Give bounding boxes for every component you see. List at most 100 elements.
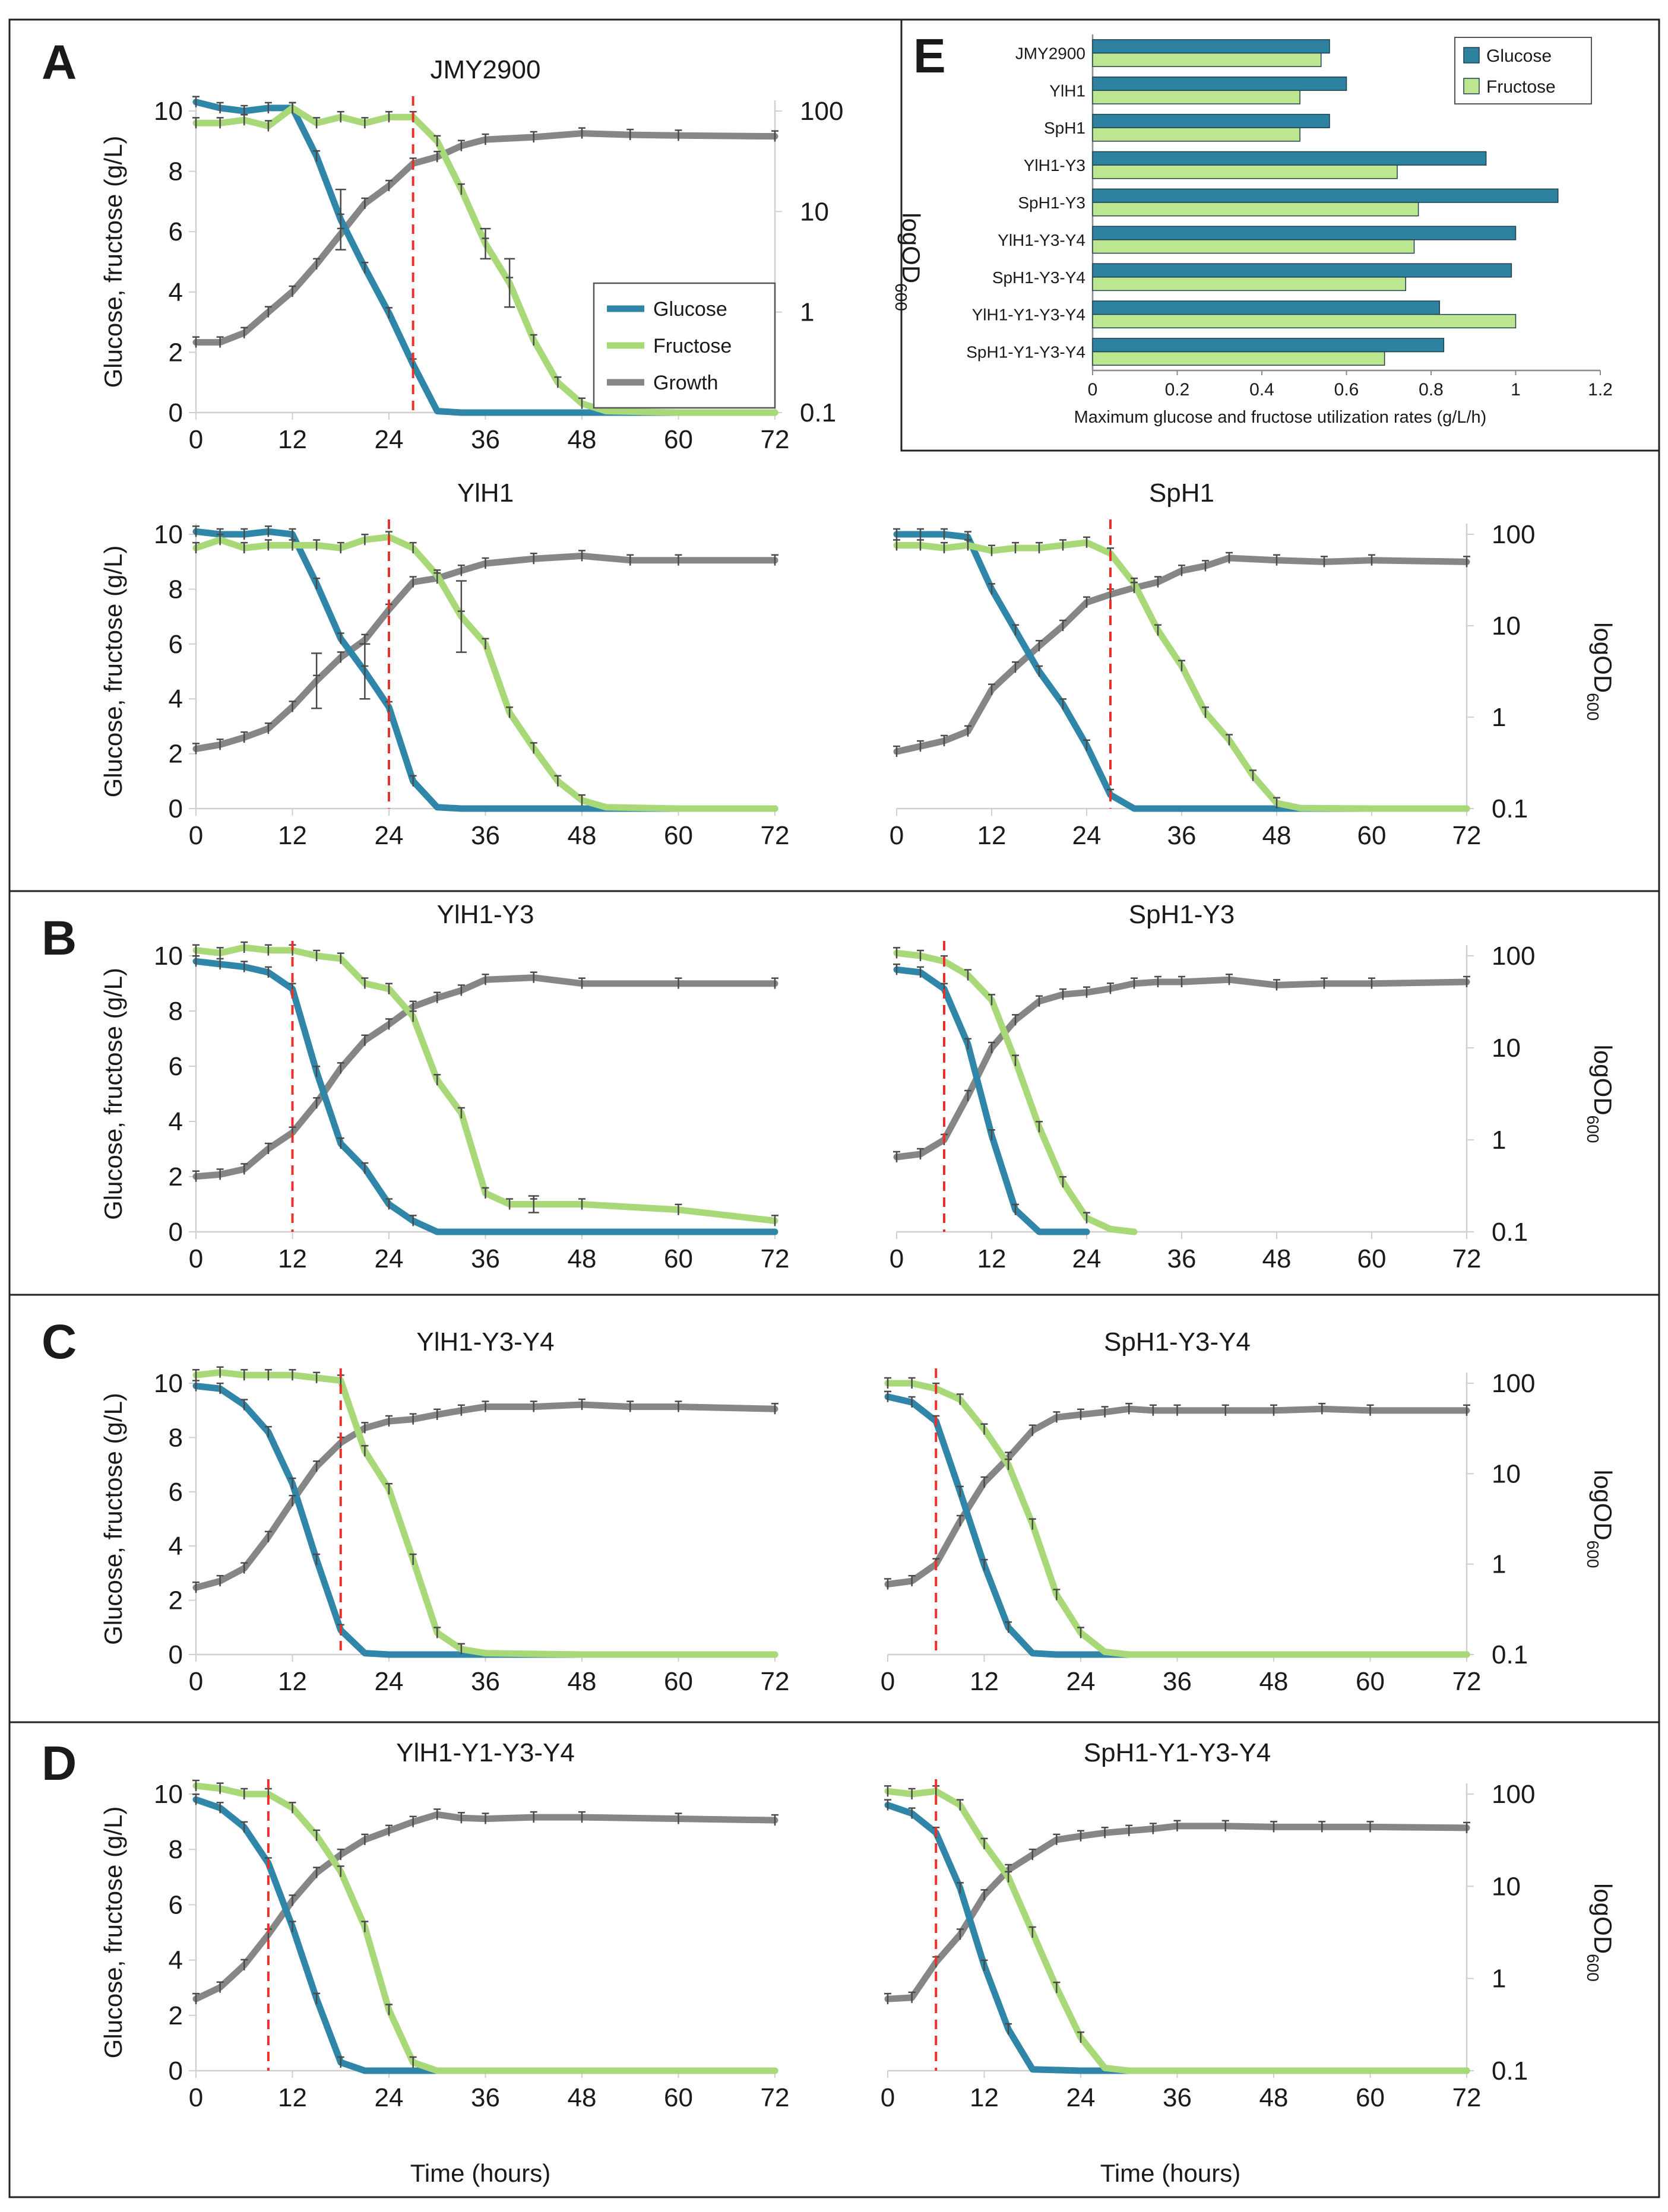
legend-glucose-label: Glucose — [653, 298, 727, 321]
sph1-y1-y3-y4-series-growth — [884, 1823, 1470, 2002]
sph1-y1-y3-y4-y-axis-right-title-main: logOD — [1589, 1883, 1617, 1954]
sph1-y3-y4-y-axis-right-title-main: logOD — [1589, 1470, 1617, 1541]
ylh1-series-fructose — [192, 534, 778, 812]
ylh1-y1-y3-y4-x-tick-label-12: 12 — [278, 2083, 307, 2112]
panel-letter-d: D — [42, 1736, 77, 1790]
ylh1-y3-y-tick-label-6: 6 — [169, 1052, 183, 1081]
sph1-y3-title: SpH1-Y3 — [1129, 900, 1235, 929]
jmy2900-y-tick-label-2: 2 — [169, 338, 183, 367]
ylh1-x-tick-label-0: 0 — [189, 821, 203, 850]
ylh1-y3-y4-y-tick-label-0: 0 — [169, 1640, 183, 1669]
jmy2900-y-tick-label-4: 4 — [169, 278, 183, 307]
sph1-y3-y4-y-axis-right-title: logOD600 — [1584, 1470, 1617, 1568]
legend-fructose-label: Fructose — [653, 335, 732, 357]
bar-fructose-jmy2900 — [1092, 52, 1322, 67]
ylh1-y1-y3-y4-x-tick-label-72: 72 — [761, 2083, 790, 2112]
ylh1-y1-y3-y4-y-tick-label-2: 2 — [169, 2001, 183, 2030]
jmy2900-series-fructose — [192, 104, 778, 416]
ylh1-y3-y4-y-tick-label-4: 4 — [169, 1532, 183, 1561]
sph1-series-fructose — [893, 539, 1470, 812]
sph1-y3-y4-y-right-tick-label-10: 10 — [1492, 1459, 1521, 1488]
ylh1-y-tick-label-2: 2 — [169, 740, 183, 769]
sph1-y1-y3-y4-y-right-tick-label-10: 10 — [1492, 1872, 1521, 1901]
ylh1-y3-y4-x-tick-label-0: 0 — [189, 1667, 203, 1696]
sph1-y1-y3-y4-x-tick-label-72: 72 — [1452, 2083, 1482, 2112]
bar-category-ylh1-y1-y3-y4: YlH1-Y1-Y3-Y4 — [972, 306, 1085, 324]
bar-glucose-sph1-y1-y3-y4 — [1092, 338, 1445, 353]
sph1-y3-y4-y-right-tick-label-0-1: 0.1 — [1492, 1640, 1528, 1669]
ylh1-y3-y4-x-tick-label-36: 36 — [471, 1667, 500, 1696]
jmy2900-y-tick-label-0: 0 — [169, 398, 183, 427]
ylh1-y1-y3-y4-y-tick-label-0: 0 — [169, 2056, 183, 2086]
chart-sph1-y3-y4: SpH1-Y3-Y4 0 12 24 36 48 60 72 100 10 1 0.1 logOD600 — [881, 1327, 1617, 1696]
panel-e-frame — [900, 18, 1660, 452]
legend-growth-label: Growth — [653, 372, 719, 394]
ylh1-title: YlH1 — [457, 478, 514, 508]
sph1-y1-y3-y4-x-tick-label-48: 48 — [1259, 2083, 1289, 2112]
panel-letter-c: C — [42, 1315, 77, 1369]
bar-legend-glucose-swatch — [1463, 47, 1480, 64]
jmy2900-x-tick-label-0: 0 — [189, 425, 203, 454]
chart-ylh1-y1-y3-y4: YlH1-Y1-Y3-Y40 12 24 36 48 60 720246810Glucose… — [99, 1738, 789, 2112]
ylh1-y3-y4-x-tick-label-60: 60 — [664, 1667, 693, 1696]
jmy2900-y-right-tick-label-100: 100 — [800, 97, 843, 126]
ylh1-y3-series-fructose — [192, 944, 778, 1224]
sph1-y1-y3-y4-y-right-tick-label-0-1: 0.1 — [1492, 2056, 1528, 2086]
panel-letter-a: A — [42, 36, 77, 90]
ylh1-y1-y3-y4-x-tick-label-24: 24 — [375, 2083, 404, 2112]
bar-category-sph1: SpH1 — [1044, 119, 1085, 137]
ylh1-y3-y4-y-tick-label-2: 2 — [169, 1586, 183, 1615]
ylh1-y1-y3-y4-x-tick-label-36: 36 — [471, 2083, 500, 2112]
panel-letter-b: B — [42, 911, 77, 965]
sph1-y1-y3-y4-y-axis-right-title: logOD600 — [1584, 1883, 1617, 1982]
ylh1-y3-x-tick-label-72: 72 — [761, 1244, 790, 1273]
sph1-x-tick-label-24: 24 — [1072, 821, 1102, 850]
bar-x-tick-label-0: 0 — [1088, 380, 1098, 400]
ylh1-y-tick-label-8: 8 — [169, 575, 183, 604]
jmy2900-x-tick-label-12: 12 — [278, 425, 307, 454]
sph1-title: SpH1 — [1149, 478, 1214, 508]
ylh1-y3-x-tick-label-60: 60 — [664, 1244, 693, 1273]
bar-category-sph1-y3-y4: SpH1-Y3-Y4 — [992, 268, 1085, 287]
bar-category-ylh1: YlH1 — [1049, 81, 1085, 100]
bar-fructose-ylh1-y3-y4 — [1092, 239, 1415, 254]
ylh1-y1-y3-y4-y-tick-label-8: 8 — [169, 1835, 183, 1864]
sph1-y3-y4-y-right-tick-label-1: 1 — [1492, 1550, 1506, 1579]
jmy2900-y-axis-right-title: logOD600 — [892, 213, 925, 311]
jmy2900-y-right-tick-label-10: 10 — [800, 197, 829, 226]
x-axis-title-left: Time (hours) — [410, 2159, 550, 2187]
bar-glucose-jmy2900 — [1092, 39, 1330, 54]
ylh1-y3-y-tick-label-0: 0 — [169, 1218, 183, 1247]
ylh1-y3-y4-series-growth — [192, 1401, 778, 1591]
bar-glucose-ylh1-y3 — [1092, 151, 1487, 166]
sph1-y3-y4-x-tick-label-48: 48 — [1259, 1667, 1289, 1696]
sph1-y1-y3-y4-x-tick-label-0: 0 — [881, 2083, 895, 2112]
sph1-y1-y3-y4-y-right-tick-label-1: 1 — [1492, 1964, 1506, 1994]
sph1-y3-x-tick-label-60: 60 — [1357, 1244, 1387, 1273]
chart-utilization-rates: JMY2900 YlH1 SpH1 YlH1-Y3 SpH1-Y3 YlH1-Y3-Y4 S… — [966, 34, 1613, 427]
ylh1-y3-y4-title: YlH1-Y3-Y4 — [416, 1327, 554, 1357]
ylh1-y3-y-tick-label-2: 2 — [169, 1162, 183, 1191]
ylh1-x-tick-label-60: 60 — [664, 821, 693, 850]
ylh1-y3-y4-x-tick-label-72: 72 — [761, 1667, 790, 1696]
ylh1-y1-y3-y4-y-tick-label-4: 4 — [169, 1946, 183, 1975]
sph1-x-tick-label-60: 60 — [1357, 821, 1387, 850]
sph1-y3-y4-x-tick-label-36: 36 — [1163, 1667, 1192, 1696]
ylh1-y3-y4-x-tick-label-48: 48 — [568, 1667, 597, 1696]
ylh1-y3-x-tick-label-0: 0 — [189, 1244, 203, 1273]
sph1-y3-y4-x-tick-label-72: 72 — [1452, 1667, 1482, 1696]
jmy2900-y-tick-label-8: 8 — [169, 157, 183, 186]
jmy2900-series-glucose — [192, 99, 778, 416]
bar-x-tick-label-0-6: 0.6 — [1334, 380, 1359, 400]
ylh1-y1-y3-y4-x-tick-label-0: 0 — [189, 2083, 203, 2112]
sph1-y3-y-right-tick-label-1: 1 — [1492, 1126, 1506, 1155]
ylh1-y3-x-tick-label-36: 36 — [471, 1244, 500, 1273]
sph1-y3-y-axis-right-title: logOD600 — [1584, 1045, 1617, 1143]
bar-fructose-sph1-y3-y4 — [1092, 277, 1406, 291]
